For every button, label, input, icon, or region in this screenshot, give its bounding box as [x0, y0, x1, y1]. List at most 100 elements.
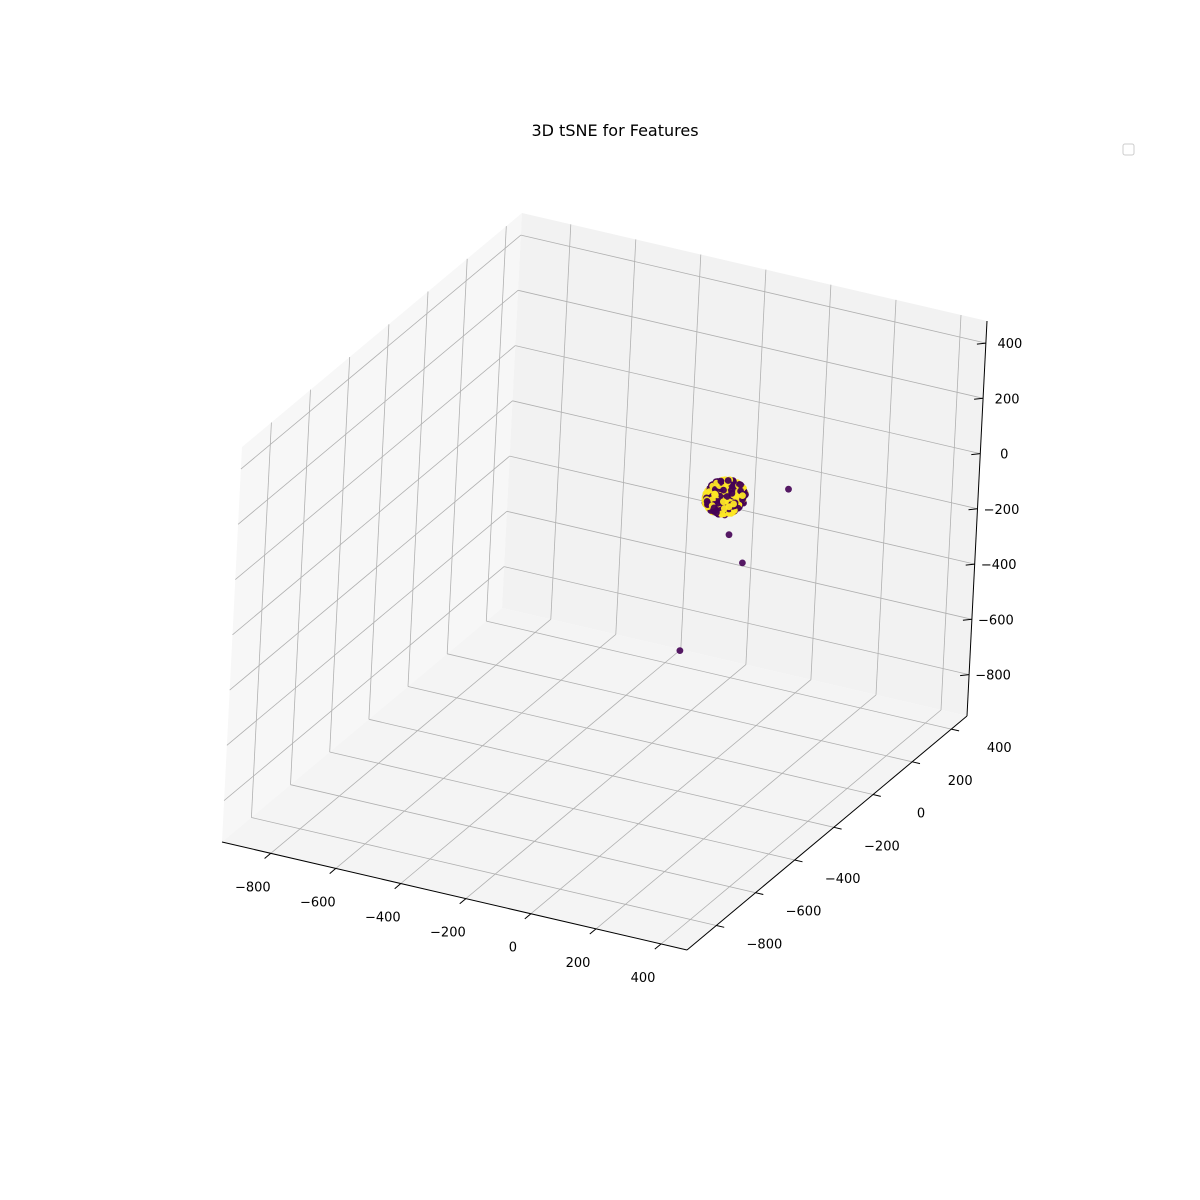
- x-tick-label: 200: [566, 956, 591, 971]
- cluster-point: [730, 500, 737, 508]
- grid-line-z-back: [515, 345, 981, 454]
- cluster-point: [717, 477, 725, 485]
- z-tick-mark: [974, 397, 984, 400]
- grid-line-x-back: [940, 314, 962, 711]
- x-tick-mark: [329, 868, 337, 874]
- grid-line-z-left: [235, 345, 516, 580]
- z-axis-line: [966, 320, 988, 717]
- grid-line-x-floor: [660, 709, 942, 945]
- legend-box: [1122, 143, 1135, 156]
- y-tick-mark: [912, 761, 921, 765]
- grid-line-y-left: [290, 389, 311, 785]
- pane-back: [502, 213, 987, 716]
- z-tick-label: 0: [1000, 448, 1008, 463]
- y-tick-label: 400: [987, 741, 1012, 756]
- cluster-point: [710, 504, 718, 512]
- x-tick-mark: [654, 943, 662, 950]
- grid-line-z-back: [520, 234, 986, 344]
- grid-line-x-back: [615, 239, 637, 635]
- y-tick-mark: [794, 859, 803, 863]
- x-tick-mark: [524, 913, 532, 920]
- x-tick-label: −400: [365, 911, 401, 926]
- grid-line-y-floor: [290, 784, 756, 894]
- x-tick-mark: [589, 928, 597, 935]
- cluster-point: [720, 486, 727, 494]
- grid-line-z-back: [509, 455, 975, 565]
- cluster-point: [728, 489, 736, 497]
- axis-panes: [222, 213, 987, 950]
- legend: [1122, 143, 1135, 156]
- cluster-point: [718, 510, 726, 518]
- y-tick-label: −800: [747, 938, 783, 953]
- z-tick-mark: [960, 674, 970, 677]
- grid-lines: [223, 224, 986, 945]
- z-tick-mark: [976, 342, 986, 345]
- grid-line-y-left: [368, 324, 390, 720]
- grid-line-x-floor: [335, 634, 617, 869]
- grid-line-z-left: [240, 234, 522, 470]
- outlier-point: [785, 485, 792, 493]
- z-tick-label: −200: [984, 503, 1020, 518]
- x-tick-label: −600: [300, 895, 336, 910]
- grid-line-y-floor: [251, 817, 717, 926]
- grid-line-z-left: [232, 400, 513, 636]
- grid-line-x-back: [875, 299, 897, 695]
- grid-line-z-back: [518, 289, 984, 399]
- x-tick-mark: [264, 852, 272, 859]
- grid-line-x-floor: [465, 664, 747, 899]
- grid-line-x-back: [680, 254, 702, 650]
- pane-floor: [222, 608, 967, 950]
- grid-line-y-left: [485, 226, 507, 622]
- cluster-point: [720, 498, 727, 506]
- grid-line-x-floor: [400, 649, 682, 884]
- grid-line-y-floor: [407, 686, 874, 795]
- y-tick-label: 0: [917, 807, 925, 822]
- grid-line-y-left: [329, 356, 351, 753]
- grid-line-y-left: [446, 258, 468, 654]
- grid-line-y-floor: [447, 653, 913, 763]
- z-tick-label: −400: [981, 558, 1017, 573]
- grid-line-x-back: [810, 284, 832, 680]
- z-tick-mark: [971, 453, 981, 456]
- cluster-point: [723, 493, 731, 500]
- cluster-point: [737, 481, 744, 489]
- y-tick-label: −400: [825, 872, 861, 887]
- grid-line-y-floor: [368, 718, 834, 828]
- x-tick-label: 400: [631, 971, 656, 986]
- grid-line-z-left: [226, 510, 508, 746]
- y-tick-mark: [951, 728, 960, 732]
- grid-line-x-floor: [270, 618, 552, 854]
- grid-line-z-back: [512, 400, 978, 510]
- grid-line-x-floor: [595, 694, 877, 930]
- z-tick-mark: [968, 508, 978, 511]
- axes: −800 −600 −400 −200 0 200 400 −800 −600 −400 −200 0…: [221, 320, 1022, 986]
- grid-line-z-left: [223, 566, 505, 801]
- outlier-point: [739, 559, 746, 567]
- y-axis-line: [686, 715, 968, 951]
- grid-line-x-floor: [530, 679, 812, 915]
- y-tick-label: −200: [864, 839, 900, 854]
- x-tick-label: −800: [235, 880, 271, 895]
- y-tick-mark: [755, 892, 764, 895]
- y-tick-label: −600: [786, 905, 822, 920]
- x-tick-mark: [394, 883, 402, 890]
- cluster-point: [703, 498, 711, 505]
- grid-line-y-left: [407, 291, 429, 687]
- cluster-point: [739, 492, 746, 499]
- y-tick-mark: [716, 925, 725, 928]
- cluster-point: [712, 491, 719, 499]
- cluster-point: [729, 482, 736, 489]
- grid-line-y-floor: [486, 620, 952, 730]
- z-tick-label: −800: [975, 669, 1011, 684]
- y-tick-mark: [872, 794, 881, 797]
- scatter-points: [676, 476, 792, 654]
- grid-line-y-floor: [329, 751, 795, 861]
- y-tick-mark: [833, 826, 842, 830]
- x-tick-label: −200: [430, 926, 466, 941]
- z-tick-label: 400: [997, 337, 1022, 352]
- grid-line-x-back: [745, 269, 767, 665]
- pane-left: [222, 213, 522, 842]
- z-tick-mark: [965, 563, 975, 566]
- cluster-point: [720, 505, 728, 512]
